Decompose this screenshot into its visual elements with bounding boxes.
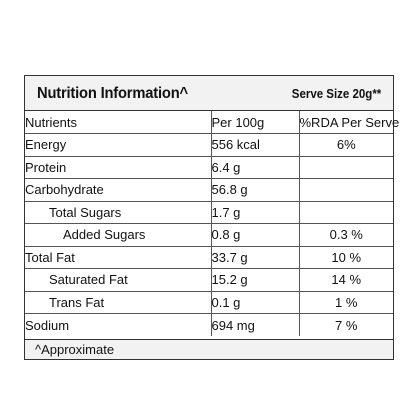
nutrient-name: Energy — [25, 133, 211, 157]
table-row: Energy 556 kcal 6% — [25, 133, 393, 157]
rda-value — [298, 178, 393, 202]
rda-value: 0.3 % — [298, 223, 393, 247]
panel-title: Nutrition Information^ — [37, 85, 188, 102]
nutrient-name: Added Sugars — [25, 223, 211, 247]
rda-value: 7 % — [298, 313, 393, 336]
table-row: Protein 6.4 g — [25, 156, 393, 179]
header-per-100g: Per 100g — [210, 111, 299, 134]
approximate-note: ^Approximate — [35, 342, 115, 357]
nutrient-name: Protein — [25, 156, 211, 179]
table-row: Saturated Fat 15.2 g 14 % — [25, 268, 393, 292]
table-row: Carbohydrate 56.8 g — [25, 178, 393, 202]
nutrition-table: Nutrients Per 100g %RDA Per Serve Energy… — [25, 111, 399, 336]
serve-size: Serve Size 20g** — [291, 87, 381, 101]
rda-value: 10 % — [298, 246, 393, 269]
table-row: Total Sugars 1.7 g — [25, 201, 393, 224]
per-100g-value: 556 kcal — [210, 133, 299, 157]
panel-footer: ^Approximate — [25, 339, 393, 359]
header-nutrients: Nutrients — [25, 111, 211, 134]
table-header-row: Nutrients Per 100g %RDA Per Serve — [25, 111, 399, 134]
per-100g-value: 1.7 g — [210, 201, 299, 224]
table-row: Added Sugars 0.8 g 0.3 % — [25, 223, 393, 247]
per-100g-value: 15.2 g — [210, 268, 299, 292]
per-100g-value: 0.8 g — [210, 223, 299, 247]
header-rda-per-serve: %RDA Per Serve — [298, 111, 399, 134]
table-row: Trans Fat 0.1 g 1 % — [25, 291, 393, 314]
nutrient-name: Total Fat — [25, 246, 211, 269]
per-100g-value: 0.1 g — [210, 291, 299, 314]
nutrient-name: Carbohydrate — [25, 178, 211, 202]
nutrient-name: Trans Fat — [25, 291, 211, 314]
table-row: Total Fat 33.7 g 10 % — [25, 246, 393, 269]
rda-value: 14 % — [298, 268, 393, 292]
nutrient-name: Saturated Fat — [25, 268, 211, 292]
per-100g-value: 56.8 g — [210, 178, 299, 202]
rda-value — [298, 201, 393, 224]
rda-value — [298, 156, 393, 179]
table-row: Sodium 694 mg 7 % — [25, 313, 393, 336]
per-100g-value: 6.4 g — [210, 156, 299, 179]
per-100g-value: 694 mg — [210, 313, 299, 336]
nutrient-name: Sodium — [25, 317, 70, 333]
panel-header: Nutrition Information^ Serve Size 20g** — [25, 76, 393, 111]
nutrition-panel: Nutrition Information^ Serve Size 20g** … — [24, 75, 399, 360]
rda-value: 6% — [298, 133, 393, 157]
nutrient-name: Total Sugars — [25, 201, 211, 224]
per-100g-value: 33.7 g — [210, 246, 299, 269]
rda-value: 1 % — [298, 291, 393, 314]
